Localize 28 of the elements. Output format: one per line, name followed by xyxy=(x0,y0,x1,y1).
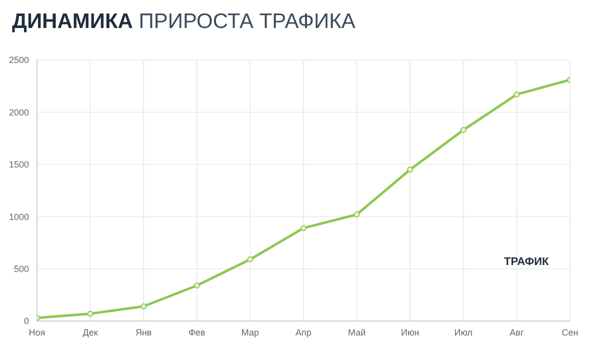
y-tick-label: 2000 xyxy=(8,107,29,118)
y-tick-label: 2500 xyxy=(8,55,29,66)
x-tick-label: Май xyxy=(348,327,366,338)
point xyxy=(407,166,414,173)
annotation: ТРАФИК xyxy=(504,256,549,268)
x-tick-label: Ноя xyxy=(28,327,46,338)
y-tick-label: 500 xyxy=(14,264,29,274)
y-tick-label: 1000 xyxy=(8,212,29,222)
point xyxy=(300,225,306,232)
x-tick-label: Янв xyxy=(135,327,152,338)
x-tick-label: Апр xyxy=(296,327,312,338)
x-tick-label: Июл xyxy=(454,327,473,338)
y-tick-label: 1500 xyxy=(8,160,29,170)
y-tick-label: 0 xyxy=(24,316,29,326)
x-tick-label: Авг xyxy=(510,327,524,338)
x-tick-label: Дек xyxy=(82,327,98,338)
point xyxy=(87,310,94,317)
point xyxy=(247,256,254,262)
x-tick-label: Июн xyxy=(401,327,420,338)
x-tick-label: Фев xyxy=(188,327,206,338)
x-tick-label: Сен xyxy=(562,327,578,338)
x-tick-label: Мар xyxy=(241,327,260,338)
point xyxy=(460,126,466,133)
point xyxy=(140,303,147,310)
point xyxy=(514,91,520,98)
point xyxy=(354,212,360,218)
point xyxy=(194,282,200,289)
chart-title: ДИНАМИКА ПРИРОСТА ТРАФИКА xyxy=(12,10,356,33)
